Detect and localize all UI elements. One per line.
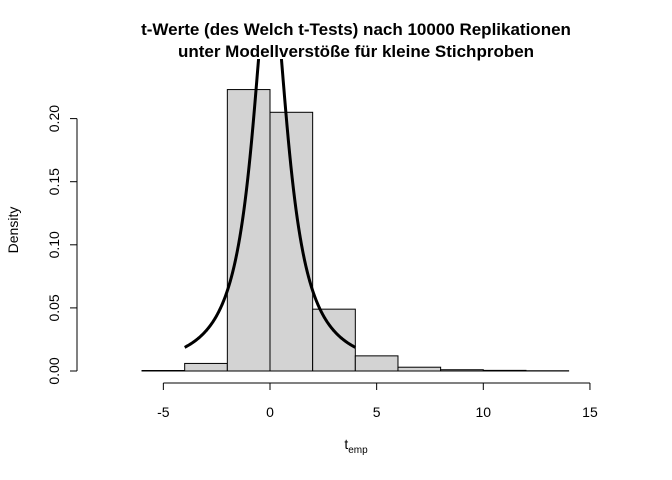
histogram-bar-7 <box>440 369 484 372</box>
histogram-bar-0 <box>141 370 186 372</box>
y-tick-label: 0.00 <box>46 357 62 384</box>
y-tick-label: 0.20 <box>46 105 62 132</box>
y-axis-label: Density <box>5 207 21 254</box>
density-curve <box>183 59 357 349</box>
x-tick-label: -5 <box>157 404 170 420</box>
y-tick-label: 0.05 <box>46 294 62 321</box>
chart-title-line-2: unter Modellverstöße für kleine Stichpro… <box>178 42 534 61</box>
histogram-bar-5 <box>354 355 399 372</box>
histogram-bar-8 <box>482 369 527 372</box>
histogram-bar-6 <box>397 366 442 372</box>
x-tick-label: 10 <box>476 404 492 420</box>
histogram-bar-4 <box>312 308 356 372</box>
x-tick-label: 15 <box>582 404 598 420</box>
x-axis-label-subscript: emp <box>348 445 368 456</box>
y-tick-label: 0.10 <box>46 231 62 258</box>
x-tick-label: 0 <box>266 404 274 420</box>
y-axis: 0.00 0.05 0.10 0.15 0.20 <box>46 105 78 385</box>
x-axis: -5 0 5 10 15 <box>157 382 598 420</box>
x-tick-label: 5 <box>373 404 381 420</box>
histogram-bar-2 <box>226 89 271 372</box>
x-axis-label-main: t <box>344 436 348 452</box>
x-axis-label: temp <box>344 436 368 456</box>
histogram-bars <box>141 89 570 372</box>
y-tick-label: 0.15 <box>46 168 62 195</box>
chart-title-line-1: t-Werte (des Welch t-Tests) nach 10000 R… <box>141 20 571 39</box>
histogram-bar-1 <box>184 362 228 372</box>
histogram-bar-3 <box>269 111 314 372</box>
